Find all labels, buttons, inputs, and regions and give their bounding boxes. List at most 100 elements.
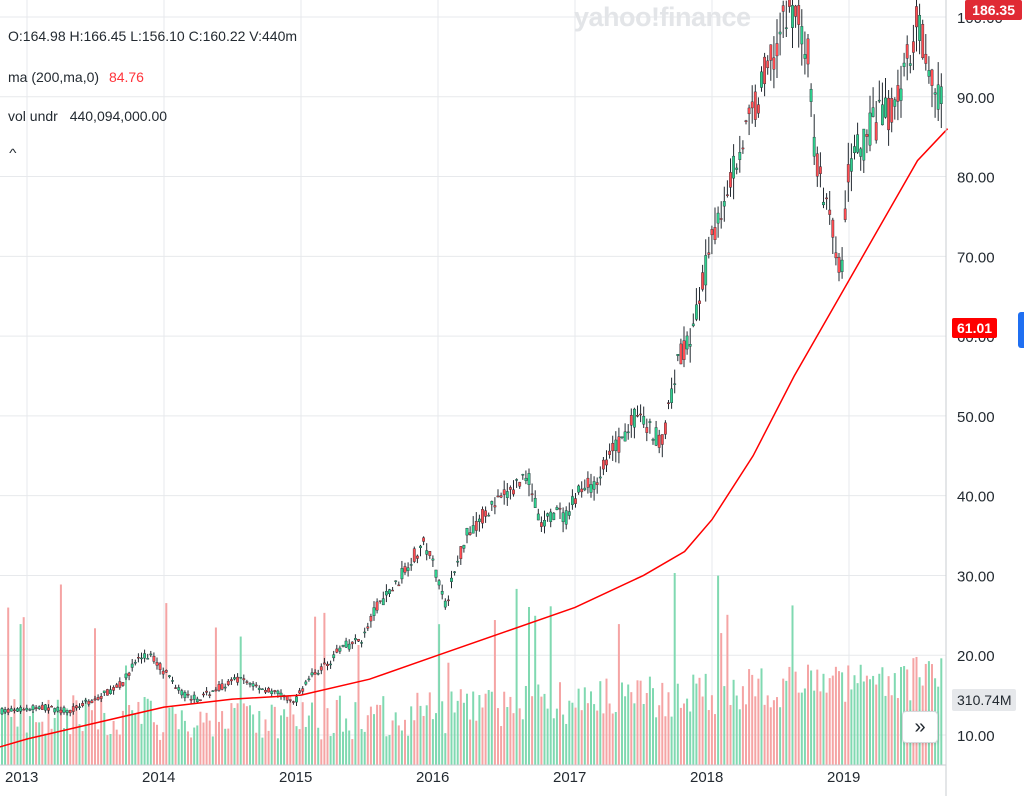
candle-body — [707, 252, 711, 255]
candle-body — [580, 488, 584, 493]
candle-body — [155, 662, 159, 666]
volume-bar — [828, 678, 831, 765]
candle-body — [40, 704, 44, 710]
volume-bar — [555, 708, 558, 765]
candle-body — [431, 558, 435, 561]
volume-bar — [267, 730, 270, 765]
candle-body — [788, 0, 791, 7]
volume-bar — [528, 606, 530, 765]
volume-bar — [800, 692, 803, 765]
volume-label: vol undr — [8, 108, 58, 124]
volume-bar — [425, 705, 428, 765]
candle-body — [171, 680, 174, 682]
volume-bar — [509, 696, 512, 765]
candle-body — [65, 710, 69, 713]
x-tick-label: 2019 — [827, 769, 860, 786]
volume-bar — [59, 584, 62, 765]
candle-body — [9, 708, 13, 712]
volume-tag: 310.74M — [952, 689, 1017, 711]
volume-bar — [174, 713, 177, 765]
candle-body — [369, 616, 373, 622]
candle-body — [74, 705, 78, 709]
candle-body — [874, 122, 878, 141]
candle-body — [505, 491, 509, 498]
candle-body — [602, 459, 605, 470]
volume-bar — [134, 714, 137, 765]
candle-body — [881, 104, 884, 126]
side-panel-tab[interactable] — [1018, 312, 1024, 348]
candle-body — [118, 681, 122, 688]
candle-body — [481, 509, 484, 524]
candle-body — [766, 60, 770, 69]
candle-body — [220, 683, 224, 690]
volume-bar — [850, 689, 853, 765]
volume-bar — [156, 724, 158, 765]
chevron-up-icon[interactable]: ^ — [9, 146, 17, 160]
volume-bar — [478, 695, 481, 765]
candle-body — [722, 201, 726, 207]
candle-body — [478, 518, 481, 522]
candle-body — [28, 709, 32, 711]
candle-body — [633, 408, 636, 428]
candle-body — [713, 227, 717, 240]
candle-body — [936, 84, 940, 110]
volume-bar — [342, 731, 344, 765]
volume-bar — [72, 695, 75, 765]
candle-body — [68, 709, 72, 714]
volume-bar — [717, 575, 720, 765]
volume-bar — [152, 722, 155, 765]
x-tick-label: 2014 — [142, 769, 175, 786]
candle-body — [400, 568, 404, 580]
candle-body — [381, 598, 385, 606]
volume-bar — [143, 697, 146, 765]
volume-bar — [586, 703, 589, 765]
candle-body — [25, 707, 29, 711]
volume-bar — [159, 739, 162, 765]
candle-body — [905, 44, 909, 59]
volume-bar — [884, 695, 887, 765]
volume-bar — [484, 693, 487, 765]
candle-body — [642, 416, 646, 425]
volume-bar — [834, 666, 837, 765]
volume-bar — [633, 703, 636, 765]
volume-bar — [407, 735, 410, 765]
volume-bar — [757, 678, 760, 765]
candle-body — [198, 699, 202, 701]
volume-bar — [453, 712, 456, 765]
candle-body — [465, 527, 469, 536]
candle-body — [87, 700, 91, 705]
y-tick-label: 30.00 — [957, 568, 995, 585]
volume-bar — [335, 699, 338, 765]
candle-body — [316, 673, 320, 675]
volume-bar — [735, 695, 738, 765]
ma-indicator-row[interactable]: ma (200,ma,0) 84.76 — [8, 69, 144, 85]
candle-body — [242, 678, 246, 681]
volume-bar — [35, 722, 38, 765]
volume-bar — [118, 734, 121, 765]
volume-bar — [422, 715, 425, 765]
volume-bar — [611, 713, 614, 765]
candle-body — [102, 690, 106, 693]
candle-body — [815, 153, 819, 177]
volume-bar — [447, 662, 450, 765]
scroll-to-latest-button[interactable]: » — [902, 711, 938, 743]
candle-body — [704, 255, 708, 286]
volume-bar — [292, 714, 295, 765]
candle-body — [357, 638, 360, 642]
volume-bar — [112, 720, 115, 765]
volume-bar — [900, 667, 902, 765]
candle-body — [670, 388, 674, 403]
volume-indicator-row[interactable]: vol undr 440,094,000.00 — [8, 108, 167, 124]
candle-body — [586, 477, 590, 488]
candle-body — [605, 459, 608, 466]
candle-body — [846, 164, 850, 183]
candle-body — [412, 548, 416, 562]
ohlcv-readout: O:164.98 H:166.45 L:156.10 C:160.22 V:44… — [8, 28, 298, 44]
candle-body — [484, 510, 487, 517]
candle-body — [915, 6, 918, 28]
volume-bar — [515, 588, 518, 765]
candle-body — [143, 653, 146, 659]
candle-body — [62, 707, 66, 713]
volume-bar — [1, 707, 3, 765]
